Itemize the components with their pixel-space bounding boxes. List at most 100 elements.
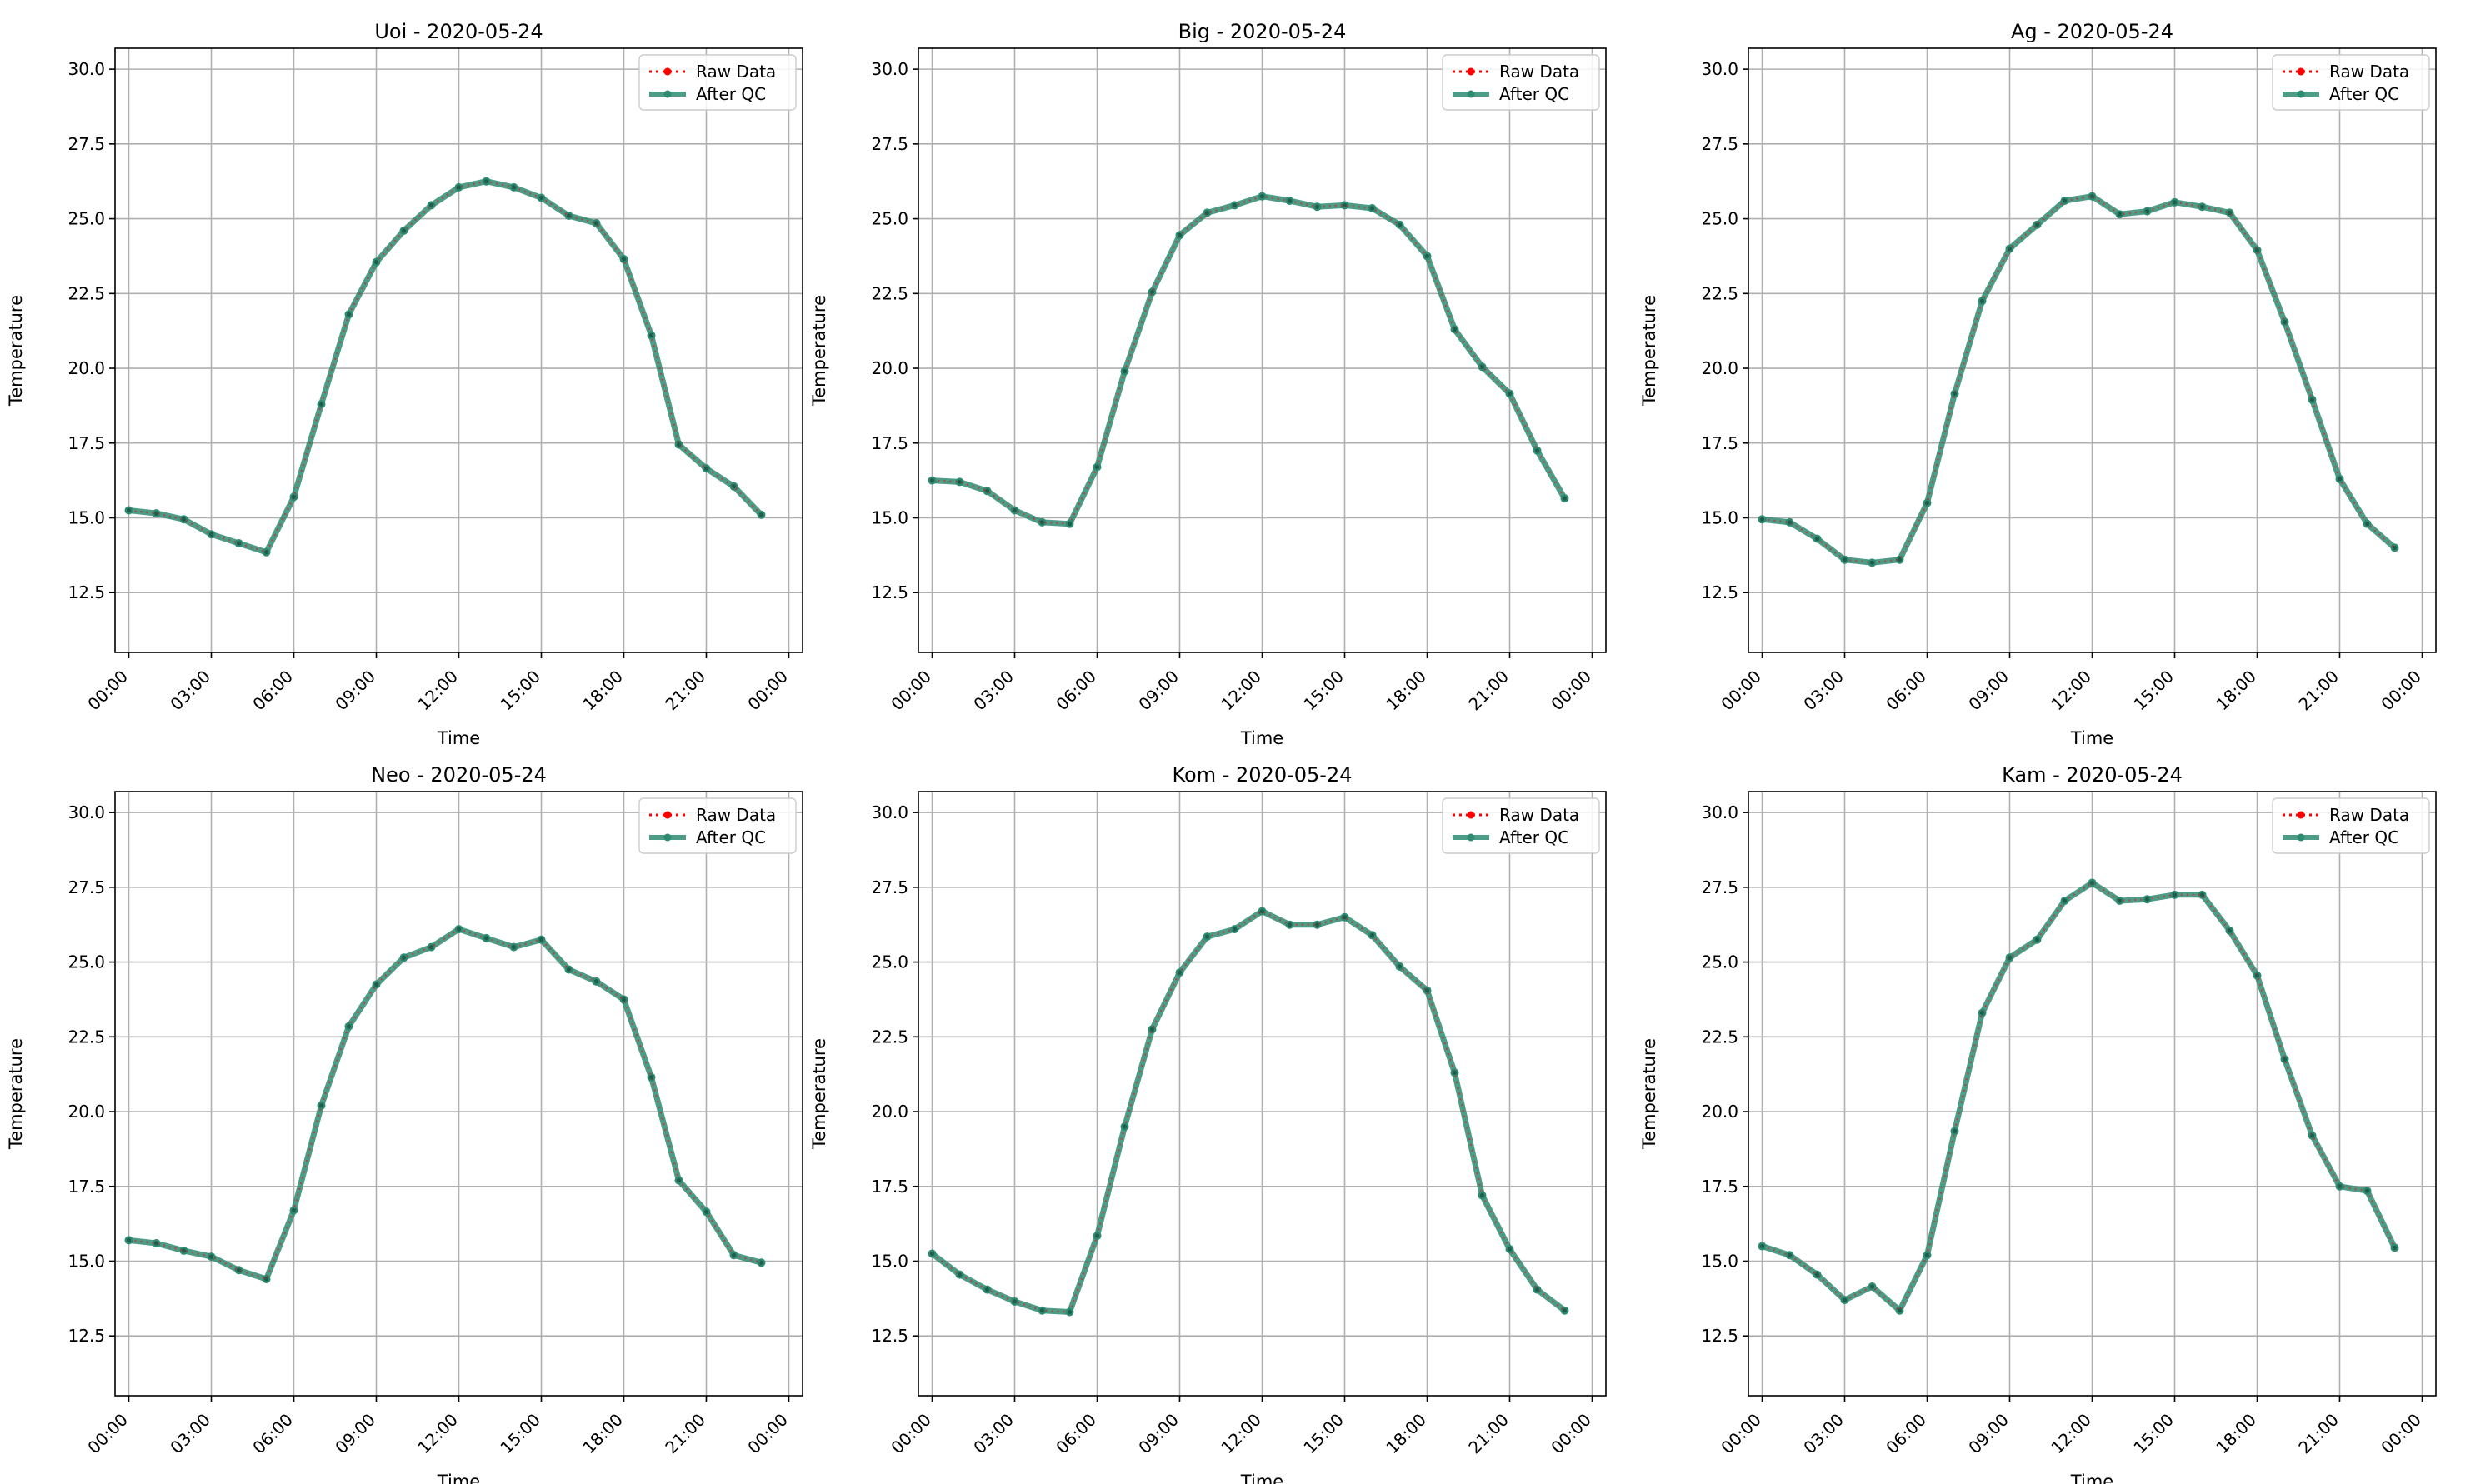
raw-data-point <box>428 945 434 950</box>
raw-data-point <box>2089 194 2095 199</box>
raw-data-point <box>1314 204 1320 209</box>
raw-data-point <box>648 1075 654 1080</box>
raw-data-point <box>1039 520 1045 525</box>
y-tick-label: 17.5 <box>68 433 105 453</box>
raw-data-point <box>758 512 764 517</box>
axes-frame <box>114 791 803 1397</box>
raw-data-point <box>1842 1297 1848 1302</box>
raw-data-point <box>1232 927 1238 932</box>
raw-data-point <box>1342 202 1348 208</box>
axes-frame <box>918 791 1607 1397</box>
raw-data-point <box>1952 391 1958 397</box>
raw-data-point <box>2062 898 2068 903</box>
raw-data-point <box>181 517 187 522</box>
x-tick-label: 00:00 <box>83 667 132 715</box>
y-tick-label: 22.5 <box>871 1027 908 1047</box>
raw-data-point <box>1452 327 1458 332</box>
raw-data-point <box>957 479 963 485</box>
y-axis-label: Temperature <box>6 1038 26 1150</box>
x-tick-label: 09:00 <box>331 1410 379 1458</box>
y-tick-label: 20.0 <box>1701 1102 1738 1122</box>
raw-data-point <box>2199 204 2205 209</box>
x-tick-label: 15:00 <box>496 1410 544 1458</box>
y-tick-label: 12.5 <box>68 1326 105 1346</box>
raw-data-point <box>1479 364 1485 369</box>
y-axis-label: Temperature <box>1639 1038 1659 1150</box>
y-tick-label: 27.5 <box>871 877 908 897</box>
y-tick-label: 22.5 <box>68 1027 105 1047</box>
raw-data-point <box>236 541 242 546</box>
legend-qc-label: After QC <box>2329 84 2399 104</box>
raw-data-point <box>957 1272 963 1277</box>
x-tick-label: 00:00 <box>1717 1410 1765 1458</box>
x-tick-label: 00:00 <box>1547 667 1595 715</box>
raw-data-point <box>1067 522 1073 527</box>
x-axis-label: Time <box>437 1472 480 1484</box>
y-tick-label: 22.5 <box>1701 1027 1738 1047</box>
raw-data-point <box>621 997 627 1002</box>
raw-data-point <box>676 442 682 447</box>
raw-data-point <box>1094 1233 1100 1238</box>
raw-data-point <box>1507 1247 1513 1252</box>
y-tick-label: 27.5 <box>1701 134 1738 154</box>
raw-data-point <box>1814 537 1820 542</box>
raw-data-point <box>2089 880 2095 886</box>
y-tick-label: 15.0 <box>871 507 908 527</box>
raw-data-point <box>929 1251 935 1257</box>
raw-data-point <box>1342 915 1348 920</box>
legend-raw-label: Raw Data <box>696 62 776 82</box>
raw-data-point <box>1814 1272 1820 1277</box>
raw-data-point <box>2007 246 2013 252</box>
raw-data-point <box>208 532 214 537</box>
x-tick-label: 12:00 <box>413 667 462 715</box>
y-axis-label: Temperature <box>809 1038 829 1150</box>
raw-data-point <box>1842 557 1848 562</box>
y-tick-label: 20.0 <box>871 1102 908 1122</box>
x-tick-label: 18:00 <box>578 667 627 715</box>
raw-data-point <box>1149 289 1155 295</box>
x-tick-label: 06:00 <box>1882 1410 1930 1458</box>
raw-data-point <box>2034 222 2040 227</box>
x-tick-label: 12:00 <box>1217 667 1265 715</box>
raw-data-point <box>2199 892 2205 897</box>
raw-data-point <box>2227 210 2233 216</box>
x-axis-label: Time <box>1240 1472 1283 1484</box>
raw-data-point <box>566 213 572 218</box>
raw-data-point <box>2144 209 2150 214</box>
y-tick-label: 20.0 <box>1701 358 1738 378</box>
legend-qc-label: After QC <box>696 84 766 104</box>
x-axis-label: Time <box>437 728 480 748</box>
x-tick-label: 06:00 <box>248 667 297 715</box>
raw-data-point <box>2117 212 2123 217</box>
raw-data-point <box>318 1103 324 1108</box>
x-tick-label: 09:00 <box>1134 667 1183 715</box>
x-tick-label: 03:00 <box>166 667 214 715</box>
y-tick-label: 17.5 <box>871 433 908 453</box>
x-tick-label: 21:00 <box>1464 1410 1513 1458</box>
y-tick-label: 30.0 <box>1701 802 1738 822</box>
x-tick-label: 18:00 <box>2212 1410 2260 1458</box>
legend-raw-label: Raw Data <box>696 805 776 825</box>
raw-data-point <box>731 1252 737 1257</box>
raw-data-point <box>263 550 269 555</box>
legend-raw-marker <box>2297 811 2305 819</box>
y-tick-label: 12.5 <box>68 582 105 602</box>
raw-data-point <box>1869 560 1875 565</box>
raw-data-point <box>1039 1308 1045 1313</box>
y-tick-label: 25.0 <box>1701 952 1738 972</box>
legend-qc-label: After QC <box>696 827 766 847</box>
raw-data-point <box>1759 1243 1765 1249</box>
y-tick-label: 20.0 <box>871 358 908 378</box>
x-tick-label: 00:00 <box>887 667 935 715</box>
y-tick-label: 15.0 <box>68 507 105 527</box>
legend-qc-marker <box>1467 833 1475 842</box>
legend-raw-marker <box>1467 811 1475 819</box>
chart-title: Ag - 2020-05-24 <box>2011 20 2173 43</box>
raw-data-point <box>1787 520 1793 525</box>
raw-data-point <box>1369 932 1375 937</box>
series-raw-data-line <box>1762 882 2396 1312</box>
raw-data-point <box>984 1287 990 1292</box>
legend-qc-label: After QC <box>2329 827 2399 847</box>
